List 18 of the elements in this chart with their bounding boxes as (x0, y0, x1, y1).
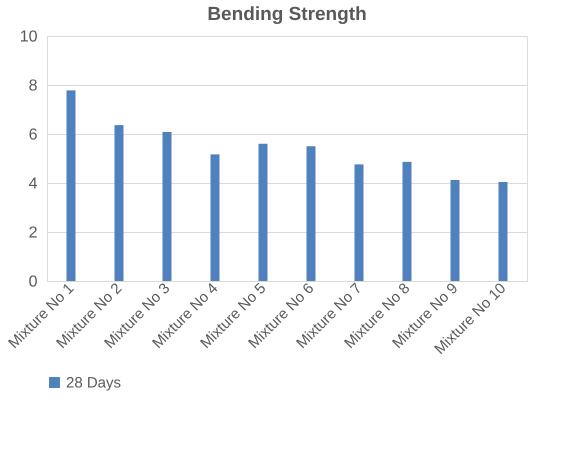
bar (498, 182, 508, 281)
legend-label: 28 Days (66, 374, 122, 392)
bar (66, 90, 76, 281)
bar (354, 164, 364, 281)
bar (258, 144, 268, 281)
bar (450, 180, 460, 281)
bar (306, 146, 316, 281)
chart-title: Bending Strength (207, 4, 367, 25)
y-tick-label: 2 (28, 224, 38, 242)
y-tick-label: 8 (28, 78, 38, 94)
bar (402, 162, 412, 281)
bar (162, 132, 172, 281)
bar (114, 125, 124, 281)
y-tick-label: 0 (28, 274, 38, 290)
bar (210, 154, 220, 281)
y-tick-label: 6 (28, 126, 38, 144)
y-tick-label: 4 (28, 176, 38, 192)
y-tick-label: 10 (20, 28, 38, 46)
